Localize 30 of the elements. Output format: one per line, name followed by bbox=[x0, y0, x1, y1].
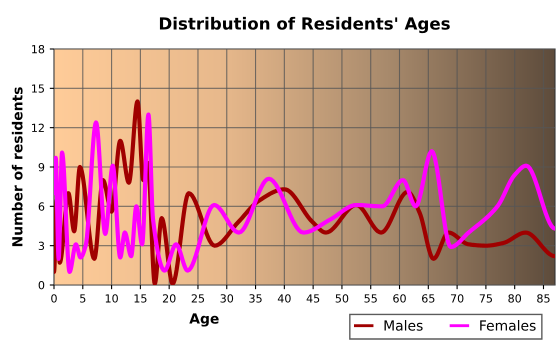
x-tick-label: 80 bbox=[508, 294, 522, 303]
x-tick-label: 25 bbox=[192, 294, 204, 303]
y-axis-title: Number of residents bbox=[12, 87, 23, 246]
x-tick-label: 35 bbox=[249, 294, 262, 303]
y-tick-label: 15 bbox=[32, 84, 44, 93]
y-tick-label: 6 bbox=[38, 202, 44, 211]
x-tick-label: 45 bbox=[306, 294, 320, 303]
legend-label: Males bbox=[384, 320, 423, 331]
x-tick-label: 70 bbox=[450, 294, 464, 303]
x-tick-label: 75 bbox=[480, 294, 492, 303]
x-tick-label: 0 bbox=[51, 294, 57, 303]
x-tick-label: 5 bbox=[80, 294, 86, 303]
y-tick-label: 9 bbox=[38, 162, 44, 172]
y-tick-label: 0 bbox=[38, 280, 44, 290]
x-tick-label: 20 bbox=[162, 294, 176, 303]
x-tick-label: 30 bbox=[220, 294, 234, 303]
chart-title: Distribution of Residents' Ages bbox=[160, 16, 450, 34]
x-axis-title: Age bbox=[189, 313, 219, 327]
x-tick-label: 40 bbox=[278, 294, 291, 303]
x-tick-label: 60 bbox=[393, 294, 406, 303]
x-tick-label: 50 bbox=[336, 294, 348, 303]
x-tick-label: 65 bbox=[422, 294, 434, 303]
y-tick-label: 3 bbox=[38, 242, 44, 250]
y-tick-label: 12 bbox=[32, 124, 44, 132]
x-tick-label: 55 bbox=[364, 294, 377, 303]
x-tick-label: 10 bbox=[106, 294, 118, 303]
y-tick-label: 18 bbox=[32, 44, 44, 54]
x-tick-label: 15 bbox=[134, 294, 146, 303]
legend-label: Females bbox=[480, 320, 536, 331]
x-tick-label: 85 bbox=[537, 294, 550, 303]
